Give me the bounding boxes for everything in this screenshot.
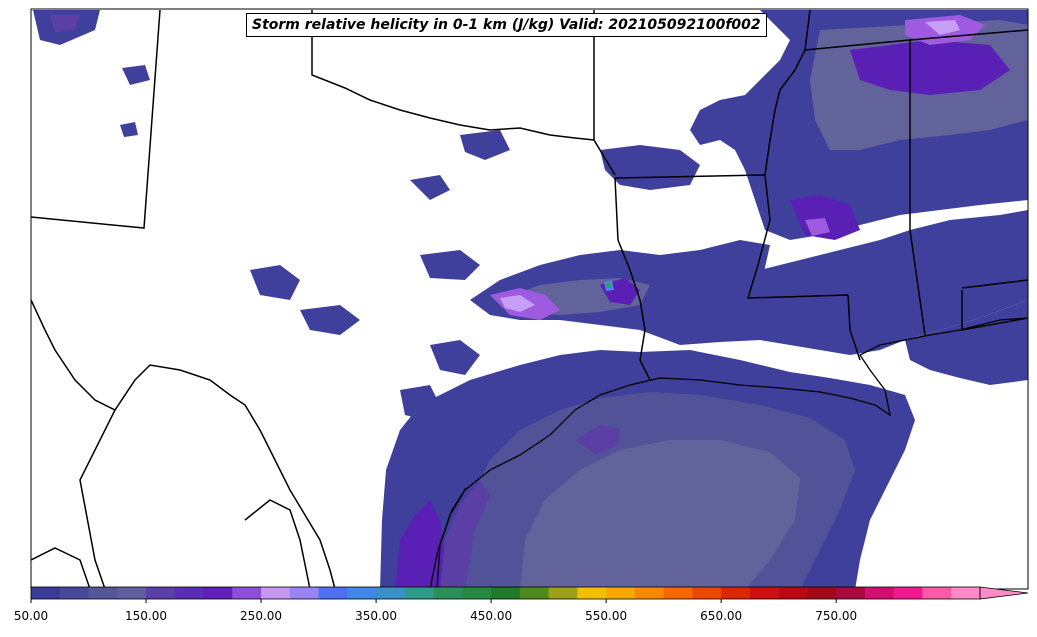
colorbar-swatch xyxy=(462,587,492,599)
alabama-east-border xyxy=(909,29,1028,41)
colorbar-swatch xyxy=(31,587,61,599)
colorbar-swatch xyxy=(318,587,348,599)
helicity-west-cells-d xyxy=(430,340,480,375)
colorbar-tick-label: 250.00 xyxy=(240,609,282,623)
helicity-nw-core xyxy=(50,15,80,32)
colorbar-swatch xyxy=(922,587,952,599)
map-title: Storm relative helicity in 0-1 km (J/kg)… xyxy=(246,13,767,37)
helicity-north-texas-cells-b xyxy=(410,175,450,200)
colorbar-swatch xyxy=(203,587,233,599)
helicity-central-core xyxy=(790,195,860,240)
colorbar-swatch xyxy=(663,587,694,599)
colorbar-swatch xyxy=(232,587,262,599)
colorbar-swatch xyxy=(749,587,780,599)
helicity-west-cells-e xyxy=(400,385,440,420)
colorbar-swatch xyxy=(433,587,463,599)
colorbar-swatch xyxy=(836,587,866,599)
colorbar-swatch xyxy=(548,587,578,599)
helicity-central-spot xyxy=(805,218,830,236)
colorbar-swatch xyxy=(289,587,320,599)
colorbar-swatch xyxy=(117,587,147,599)
state-boundaries xyxy=(31,9,1028,589)
helicity-southeast-field xyxy=(640,210,1028,355)
colorbar-swatch xyxy=(893,587,924,599)
colorbar-outline xyxy=(30,586,981,600)
georgia-border xyxy=(961,279,1028,289)
colorbar-swatch xyxy=(376,587,406,599)
helicity-north-core xyxy=(850,40,1010,95)
helicity-west-cells-c xyxy=(420,250,480,280)
colorbar-swatch xyxy=(606,587,636,599)
colorbar-tick-label: 650.00 xyxy=(700,609,742,623)
colorbar-tick-label: 50.00 xyxy=(14,609,48,623)
colorbar-swatch xyxy=(347,587,377,599)
helicity-west-cells-b xyxy=(300,305,360,335)
helicity-gulf-patch xyxy=(575,425,620,455)
colorbar-tick-label: 150.00 xyxy=(125,609,167,623)
colorbar-tick-label: 350.00 xyxy=(355,609,397,623)
colorbar-swatch xyxy=(951,587,981,599)
colorbar-swatch xyxy=(404,587,435,599)
texas-louisiana-border xyxy=(614,177,651,381)
colorbar-tick-label: 450.00 xyxy=(470,609,512,623)
colorbar-swatch xyxy=(634,587,665,599)
helicity-coastal-strip xyxy=(440,480,490,589)
colorbar-tick-label: 750.00 xyxy=(815,609,857,623)
colorbar-swatch xyxy=(261,587,291,599)
gulf-coastline xyxy=(429,317,1028,589)
colorbar-swatch xyxy=(721,587,751,599)
colorbar-swatch xyxy=(807,587,837,599)
colorbar-swatch xyxy=(88,587,118,599)
colorbar-tick-label: 550.00 xyxy=(585,609,627,623)
helicity-gulf-core xyxy=(520,440,800,589)
colorbar-swatch xyxy=(59,587,90,599)
louisiana-east-border xyxy=(847,294,861,361)
helicity-nw-cell-c xyxy=(120,122,138,137)
colorbar-swatch xyxy=(174,587,205,599)
colorbar: 50.00 150.00 250.00 350.00 450.00 550.00 650.0… xyxy=(14,586,1029,623)
helicity-field xyxy=(33,10,1028,589)
helicity-texas-coast-band xyxy=(395,500,450,589)
colorbar-swatch xyxy=(519,587,550,599)
colorbar-swatch xyxy=(491,587,521,599)
texas-barrier-island xyxy=(436,487,467,589)
helicity-north-texas-cells xyxy=(600,145,700,190)
mexico-state-line-a xyxy=(79,409,116,589)
louisiana-north-border xyxy=(746,174,849,299)
arkansas-south-border xyxy=(614,174,766,179)
helicity-north-spot-b xyxy=(925,20,960,35)
helicity-nw-cell-b xyxy=(122,65,150,85)
helicity-band-spot-green xyxy=(606,283,611,288)
mexico-state-line-b xyxy=(244,499,311,589)
colorbar-swatch xyxy=(692,587,722,599)
colorbar-swatch xyxy=(864,587,895,599)
mississippi-east-border xyxy=(804,39,926,336)
helicity-west-cells xyxy=(250,265,300,300)
oklahoma-panhandle-border xyxy=(311,10,595,141)
colorbar-swatch xyxy=(146,587,176,599)
helicity-band-spot xyxy=(500,295,535,312)
mexico-border xyxy=(31,299,336,589)
helicity-north-texas-cells-c xyxy=(460,130,510,160)
colorbar-swatch xyxy=(778,587,809,599)
oklahoma-east-border xyxy=(593,10,616,176)
colorbar-swatch xyxy=(577,587,607,599)
mexico-state-line-c xyxy=(31,547,91,589)
new-mexico-east-border xyxy=(31,9,161,229)
